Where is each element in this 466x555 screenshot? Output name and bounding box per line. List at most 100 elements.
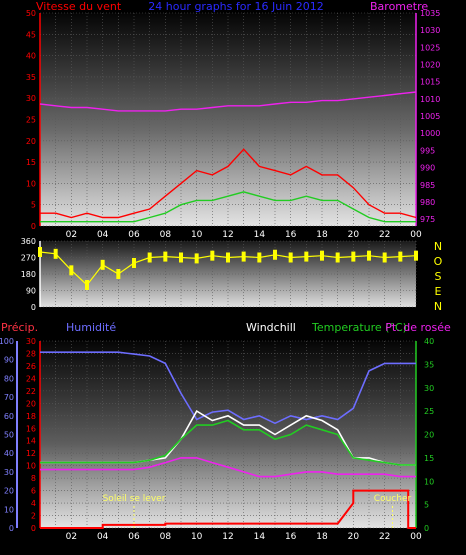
y-tick-label: 70: [4, 393, 14, 402]
series-humidity: [40, 351, 416, 425]
x-tick-label: 10: [191, 532, 203, 542]
x-tick-label: 04: [97, 532, 109, 542]
x-tick-label: 20: [348, 230, 360, 240]
y-tick-label: 180: [21, 270, 36, 279]
y-tick-label: 1015: [420, 78, 440, 87]
y-tick-label: 360: [21, 237, 36, 246]
series-dewpoint: [40, 457, 416, 478]
series-barometer: [39, 91, 417, 112]
y-tick-label: 270: [21, 254, 36, 263]
y-tick-label: 980: [420, 198, 435, 207]
y-tick-label: 1020: [420, 61, 440, 70]
y-tick-label: 995: [420, 146, 435, 155]
y-tick-label: 40: [424, 337, 434, 346]
y-tick-label: 15: [26, 158, 36, 167]
x-tick-label: 00: [410, 230, 422, 240]
y-tick-label: 50: [4, 431, 14, 440]
dewpoint-label: Pt. de rosée: [385, 321, 451, 334]
x-tick-label: 22: [379, 230, 390, 240]
x-tick-label: 06: [128, 230, 140, 240]
y-tick-label: 80: [4, 374, 14, 383]
barometer-label: Barometre: [370, 0, 428, 13]
x-tick-label: 22: [379, 532, 390, 542]
y-tick-label: 25: [26, 116, 36, 125]
precip-label: Précip.: [1, 321, 38, 334]
y-tick-label: 18: [26, 412, 36, 421]
y-tick-label: 1000: [420, 129, 440, 138]
y-tick-label: 5: [424, 501, 429, 510]
y-tick-label: 0: [31, 222, 36, 231]
y-tick-label: 5: [31, 201, 36, 210]
y-tick-label: 990: [420, 164, 435, 173]
direction-letter: S: [435, 270, 442, 283]
x-tick-label: 10: [191, 230, 203, 240]
y-tick-label: 10: [4, 505, 14, 514]
x-tick-label: 08: [160, 532, 172, 542]
chart-title: 24 hour graphs for 16 Juin 2012: [148, 0, 323, 13]
y-tick-label: 25: [424, 407, 434, 416]
direction-letter: N: [434, 300, 442, 313]
sunset-label: Coucher: [374, 494, 412, 504]
y-tick-label: 20: [26, 137, 36, 146]
wind-speed-label: Vitesse du vent: [36, 0, 122, 13]
series-wind-direction: [39, 251, 417, 286]
x-tick-label: 00: [410, 532, 422, 542]
series-precip: [40, 489, 416, 529]
humidity-label: Humidité: [66, 321, 116, 334]
y-tick-label: 12: [26, 449, 36, 458]
x-tick-label: 08: [160, 230, 172, 240]
y-tick-label: 60: [4, 412, 14, 421]
y-tick-label: 40: [4, 449, 14, 458]
y-tick-label: 14: [26, 437, 36, 446]
y-tick-label: 22: [26, 387, 36, 396]
y-tick-label: 6: [31, 487, 36, 496]
y-tick-label: 40: [26, 52, 36, 61]
temperature-label: Temperature (°C): [311, 321, 407, 334]
y-tick-label: 10: [26, 462, 36, 471]
y-tick-label: 1030: [420, 26, 440, 35]
y-tick-label: 90: [4, 356, 14, 365]
y-tick-label: 35: [424, 360, 434, 369]
y-tick-label: 1025: [420, 43, 440, 52]
y-tick-label: 10: [424, 477, 434, 486]
y-tick-label: 1010: [420, 95, 440, 104]
y-tick-label: 0: [31, 524, 36, 533]
x-tick-label: 06: [128, 532, 140, 542]
y-tick-label: 24: [26, 374, 36, 383]
y-tick-label: 50: [26, 9, 36, 18]
direction-letter: O: [434, 255, 443, 268]
sunrise-label: Soleil se lever: [103, 494, 166, 504]
y-tick-label: 30: [26, 94, 36, 103]
x-tick-label: 14: [254, 230, 266, 240]
series-temperature: [40, 419, 416, 466]
y-tick-label: 10: [26, 179, 36, 188]
y-tick-label: 30: [424, 384, 434, 393]
y-tick-label: 20: [424, 431, 434, 440]
y-tick-label: 20: [4, 487, 14, 496]
x-tick-label: 20: [348, 532, 360, 542]
series-wind-average: [40, 191, 416, 223]
x-tick-label: 12: [222, 532, 233, 542]
y-tick-label: 26: [26, 362, 36, 371]
y-tick-label: 45: [26, 30, 36, 39]
x-tick-label: 04: [97, 230, 109, 240]
y-tick-label: 2: [31, 512, 36, 521]
x-tick-label: 14: [254, 532, 266, 542]
y-tick-label: 16: [26, 424, 36, 433]
y-tick-label: 1035: [420, 9, 440, 18]
y-tick-label: 1005: [420, 112, 440, 121]
y-tick-label: 4: [31, 499, 36, 508]
direction-letter: N: [434, 240, 442, 253]
y-tick-label: 15: [424, 454, 434, 463]
x-tick-label: 18: [316, 230, 328, 240]
x-tick-label: 02: [66, 230, 77, 240]
y-tick-label: 0: [9, 524, 14, 533]
x-tick-label: 02: [66, 532, 77, 542]
x-tick-label: 12: [222, 230, 233, 240]
y-tick-label: 8: [31, 474, 36, 483]
direction-letter: E: [435, 285, 442, 298]
y-tick-label: 20: [26, 399, 36, 408]
y-tick-label: 975: [420, 215, 435, 224]
y-tick-label: 0: [31, 303, 36, 312]
